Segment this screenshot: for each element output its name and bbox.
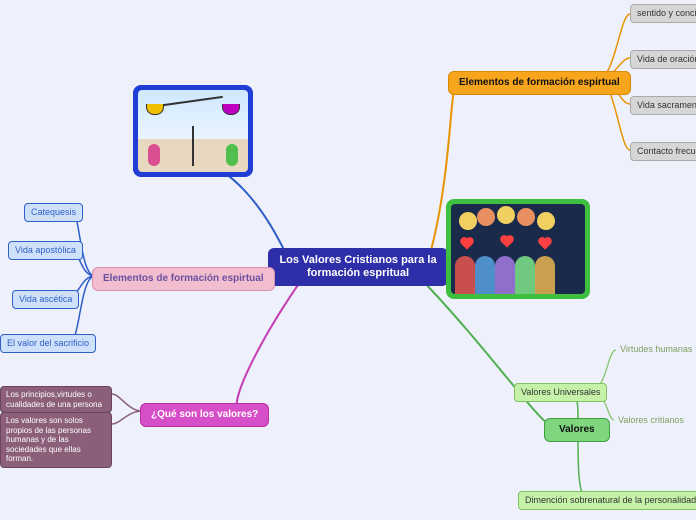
leaf-propios[interactable]: Los valores son solos propios de las per… bbox=[0, 412, 112, 468]
center-label: Los Valores Cristianos para la formación… bbox=[268, 248, 448, 286]
leaf-cristianos[interactable]: Valores critianos bbox=[614, 413, 688, 428]
branch-elementos-left[interactable]: Elementos de formación espirtual bbox=[92, 267, 275, 291]
leaf-ascetica[interactable]: Vida ascética bbox=[12, 290, 79, 309]
branch-que-son[interactable]: ¿Qué son los valores? bbox=[140, 403, 269, 427]
leaf-catequesis[interactable]: Catequesis bbox=[24, 203, 83, 222]
leaf-sacramental[interactable]: Vida sacramental bbox=[630, 96, 696, 115]
leaf-universales[interactable]: Valores Universales bbox=[514, 383, 607, 402]
leaf-virtudes[interactable]: Virtudes humanas bbox=[616, 342, 696, 357]
branch-elementos-tr[interactable]: Elementos de formación espirtual bbox=[448, 71, 631, 95]
mindmap-canvas: { "colors": { "background": "#eef0fc", "… bbox=[0, 0, 696, 520]
leaf-oracion[interactable]: Vida de oración bbox=[630, 50, 696, 69]
branch-valores[interactable]: Valores bbox=[544, 418, 610, 442]
leaf-apostolica[interactable]: Vida apostólica bbox=[8, 241, 83, 260]
leaf-dimencion[interactable]: Dimención sobrenatural de la personalida… bbox=[518, 491, 696, 510]
balance-scene bbox=[138, 90, 248, 172]
leaf-sacrificio[interactable]: El valor del sacrificio bbox=[0, 334, 96, 353]
illustration-balance[interactable] bbox=[133, 85, 253, 177]
illustration-people[interactable] bbox=[446, 199, 590, 299]
leaf-principios[interactable]: Los principios,virtudes o cualidades de … bbox=[0, 386, 112, 413]
leaf-sentido[interactable]: sentido y conciencia bbox=[630, 4, 696, 23]
people-scene bbox=[451, 204, 585, 294]
leaf-contacto[interactable]: Contacto frecuente bbox=[630, 142, 696, 161]
